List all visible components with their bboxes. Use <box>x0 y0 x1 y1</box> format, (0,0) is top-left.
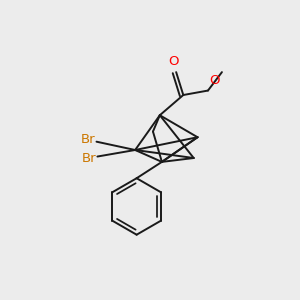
Text: O: O <box>209 74 220 87</box>
Text: Br: Br <box>81 152 96 165</box>
Text: Br: Br <box>80 133 95 146</box>
Text: O: O <box>168 55 178 68</box>
